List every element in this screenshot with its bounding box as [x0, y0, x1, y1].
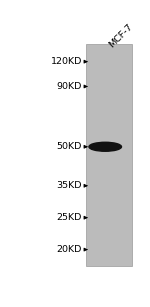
Text: 120KD: 120KD	[51, 57, 82, 66]
Text: 90KD: 90KD	[57, 82, 82, 91]
Text: MCF-7: MCF-7	[107, 22, 134, 49]
Text: 35KD: 35KD	[57, 181, 82, 190]
Bar	[86, 44, 132, 266]
Text: 50KD: 50KD	[57, 142, 82, 151]
Text: 20KD: 20KD	[57, 245, 82, 254]
Ellipse shape	[89, 142, 122, 151]
Text: 25KD: 25KD	[57, 213, 82, 222]
